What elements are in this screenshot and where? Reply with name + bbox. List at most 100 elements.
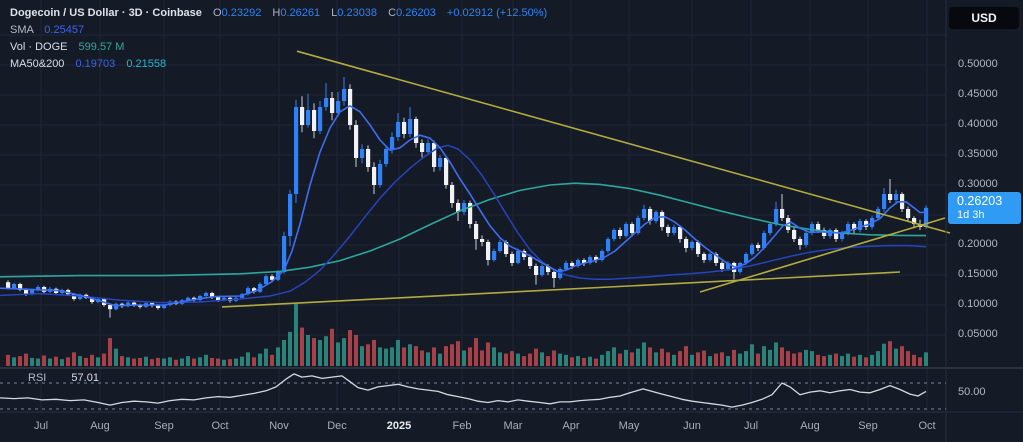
candle-body — [666, 227, 671, 233]
candle-body — [906, 209, 911, 218]
volume-bar — [576, 356, 580, 366]
volume-bar — [12, 357, 16, 366]
last-price-badge: 0.26203 1d 3h — [948, 191, 1021, 224]
volume-bar — [414, 346, 418, 366]
currency-toggle-button[interactable]: USD — [949, 7, 1019, 29]
candle-body — [312, 110, 317, 131]
candle-body — [90, 297, 95, 302]
volume-bar — [138, 357, 142, 366]
trendline — [296, 50, 951, 234]
time-axis-label: Oct — [211, 420, 229, 432]
volume-bar — [366, 344, 370, 366]
symbol-title: Dogecoin / US Dollar · 3D · Coinbase — [10, 7, 202, 19]
price-axis-label: 0.45000 — [958, 88, 998, 100]
volume-bar — [402, 347, 406, 366]
volume-bar — [36, 358, 40, 366]
candle-body — [342, 89, 347, 101]
volume-bar — [804, 349, 808, 366]
volume-bar — [570, 357, 574, 366]
time-axis-label: Sep — [154, 420, 174, 432]
candle-body — [486, 242, 491, 260]
volume-bar — [342, 338, 346, 366]
volume-legend-row[interactable]: Vol · DOGE 599.57 M — [10, 39, 547, 55]
volume-bar — [252, 357, 256, 366]
candle-body — [264, 276, 269, 284]
volume-bar — [66, 357, 70, 366]
candle-body — [648, 209, 653, 221]
time-axis-label: Feb — [452, 420, 472, 432]
volume-bar — [792, 353, 796, 366]
close-value: 0.26203 — [396, 7, 436, 19]
volume-bar — [630, 352, 634, 366]
candle-body — [114, 303, 119, 310]
candle-body — [600, 251, 605, 260]
sma-legend-row[interactable]: SMA 0.25457 — [10, 22, 547, 38]
volume-bar — [390, 347, 394, 366]
volume-bar — [60, 359, 64, 366]
volume-bar — [840, 356, 844, 366]
candle-body — [924, 207, 929, 227]
volume-bar — [492, 347, 496, 366]
candle-body — [438, 158, 443, 167]
candle-body — [186, 297, 191, 301]
candle-body — [756, 245, 761, 248]
time-axis-label: Jul — [33, 420, 49, 432]
volume-bar — [54, 356, 58, 366]
candle-body — [294, 107, 299, 194]
candle-body — [324, 98, 329, 107]
candle-body — [12, 284, 17, 289]
candle-body — [858, 221, 863, 230]
volume-bar — [906, 351, 910, 366]
volume-bar — [72, 352, 76, 366]
volume-bar — [216, 358, 220, 366]
candle-body — [726, 263, 731, 269]
candle-body — [804, 233, 809, 245]
candle-body — [318, 107, 323, 131]
candle-body — [288, 194, 293, 236]
candle-body — [846, 224, 851, 233]
price-axis-label: 0.30000 — [958, 178, 998, 190]
volume-bar — [870, 354, 874, 366]
volume-bar — [852, 356, 856, 366]
volume-bar — [30, 357, 34, 366]
candle-body — [570, 263, 575, 266]
candle-body — [492, 251, 497, 260]
candle-body — [72, 294, 77, 299]
volume-bar — [540, 352, 544, 366]
volume-bar — [144, 356, 148, 366]
volume-bar — [150, 359, 154, 366]
volume-bar — [288, 331, 292, 366]
volume-bar — [768, 349, 772, 366]
candle-body — [402, 122, 407, 134]
volume-bar — [210, 357, 214, 366]
price-axis-label: 0.40000 — [958, 118, 998, 130]
ma-legend-row[interactable]: MA50&200 0.19703 0.21558 — [10, 56, 547, 72]
volume-bar — [132, 358, 136, 366]
volume-bar — [690, 354, 694, 366]
candle-body — [18, 284, 23, 290]
price-axis[interactable]: USD 0.26203 1d 3h 0.50000 0.45000 0.40000 0… — [946, 0, 1023, 412]
candle-body — [354, 125, 359, 158]
volume-bar — [456, 341, 460, 366]
volume-bar — [420, 350, 424, 366]
volume-bar — [396, 339, 400, 366]
volume-bar — [702, 350, 706, 366]
volume-bar — [90, 354, 94, 366]
candle-body — [702, 254, 707, 260]
volume-bar — [636, 348, 640, 366]
symbol-legend-row[interactable]: Dogecoin / US Dollar · 3D · Coinbase O0.… — [10, 5, 547, 21]
volume-bar — [240, 356, 244, 366]
rsi-legend-row[interactable]: RSI 57.01 — [28, 372, 99, 384]
volume-bar — [186, 356, 190, 366]
ma50-line — [0, 144, 927, 304]
last-price-value: 0.26203 — [957, 193, 1003, 208]
candle-body — [672, 227, 677, 233]
volume-bar — [438, 353, 442, 366]
candle-body — [456, 203, 461, 212]
time-axis[interactable]: Jul Aug Sep Oct Nov Dec 2025 Feb Mar Apr May Jun Jul… — [0, 412, 1023, 442]
candle-body — [816, 224, 821, 230]
candle-body — [792, 230, 797, 239]
open-value: 0.23292 — [221, 7, 262, 19]
sma-label: SMA — [10, 24, 34, 36]
